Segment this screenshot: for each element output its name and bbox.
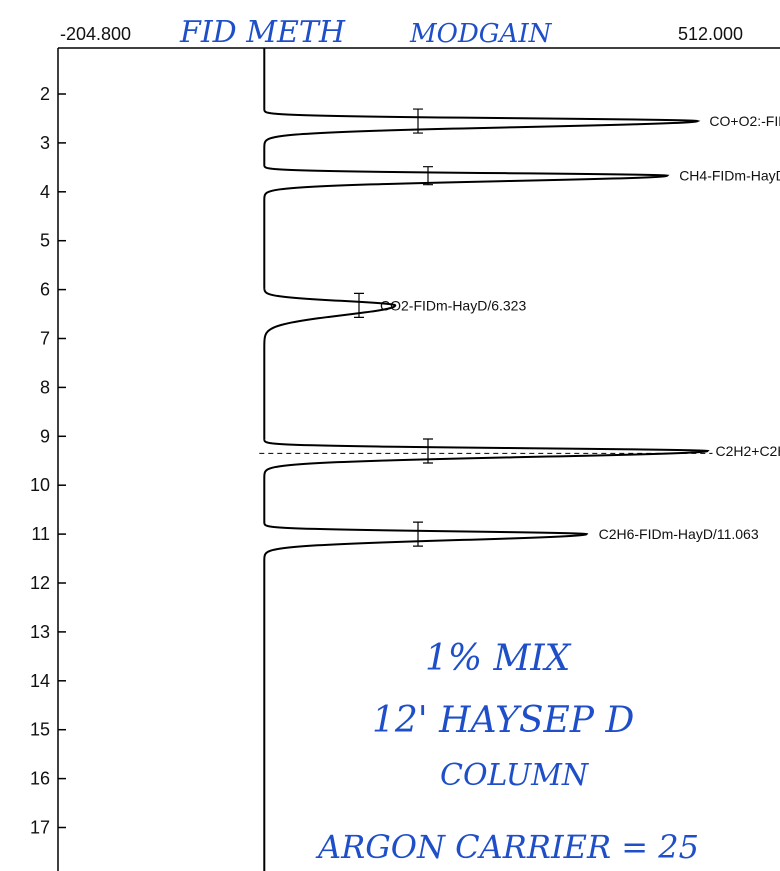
- y-tick-label: 16: [30, 769, 50, 789]
- peak-label: CO+O2:-FIDm-HayD/2.553: [709, 113, 780, 129]
- peak-label: CO2-FIDm-HayD/6.323: [380, 297, 526, 313]
- peak-label: CH4-FIDm-HayD/3.670: [679, 168, 780, 184]
- handwritten-title-left: FID METH: [179, 15, 346, 50]
- y-tick-label: 3: [40, 133, 50, 153]
- peak-annotations: CO+O2:-FIDm-HayD/2.553 CH4-FIDm-HayD/3.67…: [354, 108, 780, 547]
- handwritten-note-column: COLUMN: [440, 758, 590, 793]
- y-tick-label: 12: [30, 573, 50, 593]
- y-tick-label: 14: [30, 671, 50, 691]
- handwritten-note-mix: 1% MIX: [425, 638, 572, 679]
- y-tick-label: 6: [40, 280, 50, 300]
- handwritten-note-carrier: ARGON CARRIER = 25: [315, 828, 699, 866]
- y-tick-label: 5: [40, 231, 50, 251]
- y-tick-label: 4: [40, 182, 50, 202]
- y-tick-label: 11: [31, 524, 50, 544]
- peak-label: C2H6-FIDm-HayD/11.063: [599, 526, 759, 542]
- x-range-min-label: -204.800: [60, 24, 131, 44]
- y-tick-label: 17: [30, 818, 50, 838]
- y-tick-label: 15: [30, 720, 50, 740]
- peak-label: C2H2+C2H4-FIDm-HayD/9.450: [715, 443, 780, 459]
- y-tick-label: 7: [40, 329, 50, 349]
- y-tick-label: 8: [40, 377, 50, 397]
- handwritten-note-column-type: 12' HAYSEP D: [372, 700, 634, 741]
- x-range-max-label: 512.000: [678, 24, 743, 44]
- peak-error-bar: [423, 166, 433, 186]
- chromatogram-trace: [263, 48, 710, 871]
- y-tick-label: 9: [40, 426, 50, 446]
- y-tick-label: 13: [30, 622, 50, 642]
- handwritten-title-right: MODGAIN: [409, 19, 553, 49]
- y-tick-label: 10: [30, 475, 50, 495]
- y-tick-label: 2: [40, 84, 50, 104]
- y-axis-ticks: 2 3 4 5 6 7 8 9 10 11 12 13 14 15 16 17: [30, 84, 66, 838]
